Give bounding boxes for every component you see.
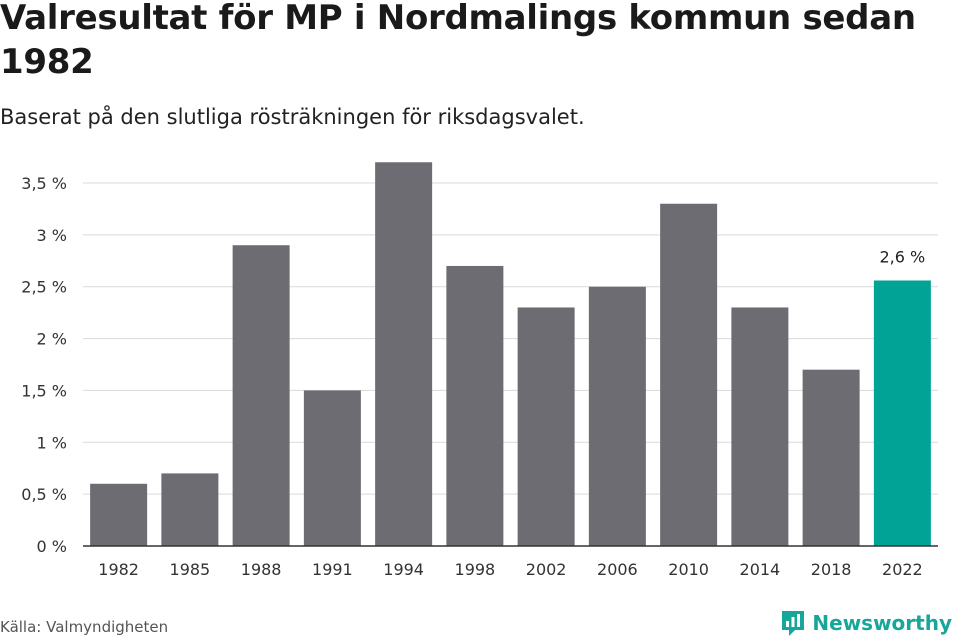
bar xyxy=(161,473,219,546)
y-tick-label: 0,5 % xyxy=(21,485,67,504)
bar xyxy=(232,245,290,546)
x-tick-label: 2002 xyxy=(526,560,567,579)
bar xyxy=(517,307,575,546)
brand-name: Newsworthy xyxy=(812,611,952,635)
x-tick-label: 2014 xyxy=(740,560,781,579)
x-tick-label: 1988 xyxy=(241,560,282,579)
x-tick-label: 2018 xyxy=(811,560,852,579)
bar xyxy=(588,286,646,546)
bars xyxy=(90,162,931,546)
y-tick-label: 2,5 % xyxy=(21,278,67,297)
bar xyxy=(90,483,148,546)
data-labels: 2,6 % xyxy=(880,247,926,266)
brand-logo[interactable]: Newsworthy xyxy=(780,609,952,637)
data-label: 2,6 % xyxy=(880,247,926,266)
bar xyxy=(873,280,931,546)
y-tick-label: 2 % xyxy=(37,330,67,349)
y-axis-ticks: 0 % 0,5 % 1 % 1,5 % 2 % 2,5 % 3 % 3,5 % xyxy=(21,174,67,556)
x-tick-label: 2010 xyxy=(668,560,709,579)
x-tick-label: 1982 xyxy=(98,560,139,579)
newsworthy-logo-icon xyxy=(782,611,805,636)
y-tick-label: 3 % xyxy=(37,226,67,245)
x-axis-ticks: 1982 1985 1988 1991 1994 1998 2002 2006 2010 2014… xyxy=(98,560,922,579)
bar xyxy=(660,203,718,546)
x-tick-label: 1998 xyxy=(455,560,496,579)
chart-title: Valresultat för MP i Nordmalings kommun … xyxy=(0,0,916,82)
y-tick-label: 3,5 % xyxy=(21,174,67,193)
bar xyxy=(731,307,789,546)
bar xyxy=(375,162,433,546)
x-tick-label: 2022 xyxy=(882,560,923,579)
x-tick-label: 1985 xyxy=(170,560,211,579)
y-tick-label: 1 % xyxy=(37,433,67,452)
y-tick-label: 1,5 % xyxy=(21,381,67,400)
chart-subtitle: Baserat på den slutliga rösträkningen fö… xyxy=(0,105,585,129)
bar xyxy=(802,369,860,546)
y-tick-label: 0 % xyxy=(37,537,67,556)
gridlines xyxy=(83,182,938,495)
source-note: Källa: Valmyndigheten xyxy=(0,618,169,636)
x-tick-label: 1991 xyxy=(312,560,353,579)
bar xyxy=(446,265,504,546)
bar-chart: 0 %0,5 %1 %1,5 %2 %2,5 %3 %3,5 % 1982 198… xyxy=(21,162,938,579)
bar xyxy=(303,390,361,546)
x-tick-label: 1994 xyxy=(383,560,424,579)
x-tick-label: 2006 xyxy=(597,560,638,579)
